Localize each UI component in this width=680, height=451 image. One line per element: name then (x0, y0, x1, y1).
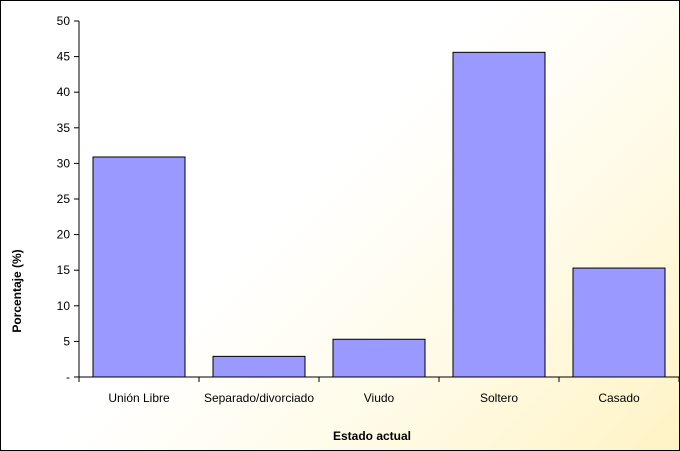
y-tick-label: - (66, 370, 70, 384)
y-tick-label: 50 (57, 14, 71, 28)
bar (212, 355, 306, 378)
y-tick-label: 25 (57, 192, 71, 206)
y-tick-label: 10 (57, 299, 71, 313)
bar (452, 51, 546, 378)
x-tick-label: Casado (598, 391, 640, 405)
bars (92, 51, 666, 378)
x-tick-label: Unión Libre (108, 391, 170, 405)
x-axis-title: Estado actual (333, 429, 411, 443)
x-tick-label: Viudo (364, 391, 395, 405)
x-tick-label: Separado/divorciado (204, 391, 314, 405)
x-ticks: Unión Libre Separado/divorciado Viudo Solte… (78, 377, 680, 405)
y-tick-label: 45 (57, 50, 71, 64)
y-tick-label: 20 (57, 228, 71, 242)
y-tick-label: 5 (63, 334, 70, 348)
bar (572, 267, 666, 378)
y-axis-title: Porcentaje (%) (10, 249, 24, 332)
bar (92, 156, 186, 378)
x-tick-label: Soltero (480, 391, 518, 405)
bar (332, 338, 426, 378)
y-ticks: - 5 10 15 20 25 30 35 40 45 50 (57, 14, 79, 384)
plot-area: - 5 10 15 20 25 30 35 40 45 50 Unión Libre Separado… (57, 14, 680, 405)
y-tick-label: 40 (57, 85, 71, 99)
y-tick-label: 30 (57, 156, 71, 170)
y-tick-label: 35 (57, 121, 71, 135)
y-tick-label: 15 (57, 263, 71, 277)
